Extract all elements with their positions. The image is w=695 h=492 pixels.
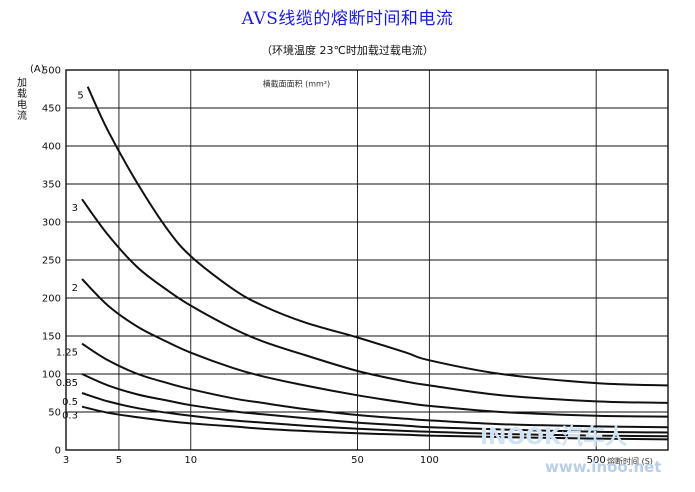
- x-axis-label: 熔断时间 (S): [607, 456, 653, 466]
- series-label: 0.3: [62, 411, 78, 422]
- series-line-0_85: [81, 373, 669, 434]
- chart-title: AVS线缆的熔断时间和电流: [241, 9, 454, 29]
- x-tick-label: 10: [184, 455, 197, 466]
- plot-frame: [65, 69, 669, 451]
- watermark-logo: INOOK汽车人: [480, 424, 627, 450]
- x-tick-label: 3: [63, 455, 69, 466]
- y-axis-label-char: 加: [17, 77, 27, 89]
- series-line-3: [81, 198, 669, 404]
- y-tick-label: 400: [42, 142, 61, 153]
- series-label: 0.85: [56, 378, 78, 389]
- watermark: INOOK汽车人 www.inoo.net: [480, 424, 661, 476]
- watermark-url: www.inoo.net: [545, 458, 661, 476]
- x-tick-label: 50: [351, 455, 364, 466]
- x-tick-label: 500: [587, 455, 606, 466]
- y-tick-label: 0: [55, 446, 61, 457]
- y-tick-label: 200: [42, 294, 61, 305]
- x-tick-label: 100: [420, 455, 439, 466]
- y-tick-label: 350: [42, 180, 61, 191]
- y-axis-label-char: 载: [17, 88, 27, 100]
- series-label: 0.5: [62, 397, 78, 408]
- series-line-0_5: [81, 392, 669, 438]
- y-tick-label: 500: [42, 66, 61, 77]
- labels: 0 50 100 150 200 250 300 350 400 450 500 3 5 10 50 100 5…: [17, 64, 653, 466]
- cross-section-annotation: 横截面面积 (mm²): [263, 79, 331, 89]
- grid: [65, 69, 669, 451]
- y-tick-label: 50: [48, 408, 61, 419]
- series-label: 2: [72, 283, 78, 294]
- y-tick-label: 150: [42, 332, 61, 343]
- series-line-5: [86, 86, 669, 387]
- series-label: 3: [72, 203, 78, 214]
- y-axis-label-char: 电: [17, 98, 27, 111]
- chart-subtitle: （环境温度 23℃时加载过载电流）: [261, 44, 434, 57]
- axes: [65, 69, 669, 451]
- y-tick-label: 300: [42, 218, 61, 229]
- x-tick-label: 5: [116, 455, 122, 466]
- y-axis-label-char: 流: [17, 109, 27, 122]
- series-line-0_3: [81, 405, 669, 441]
- y-tick-label: 250: [42, 256, 61, 267]
- series-line-2: [81, 278, 669, 418]
- y-axis-label-unit: (A): [30, 64, 45, 75]
- y-tick-label: 100: [42, 370, 61, 381]
- curves: [81, 86, 669, 441]
- y-tick-label: 450: [42, 104, 61, 115]
- series-label: 1.25: [56, 348, 78, 359]
- series-label: 5: [77, 91, 83, 102]
- series-line-1_25: [81, 342, 669, 429]
